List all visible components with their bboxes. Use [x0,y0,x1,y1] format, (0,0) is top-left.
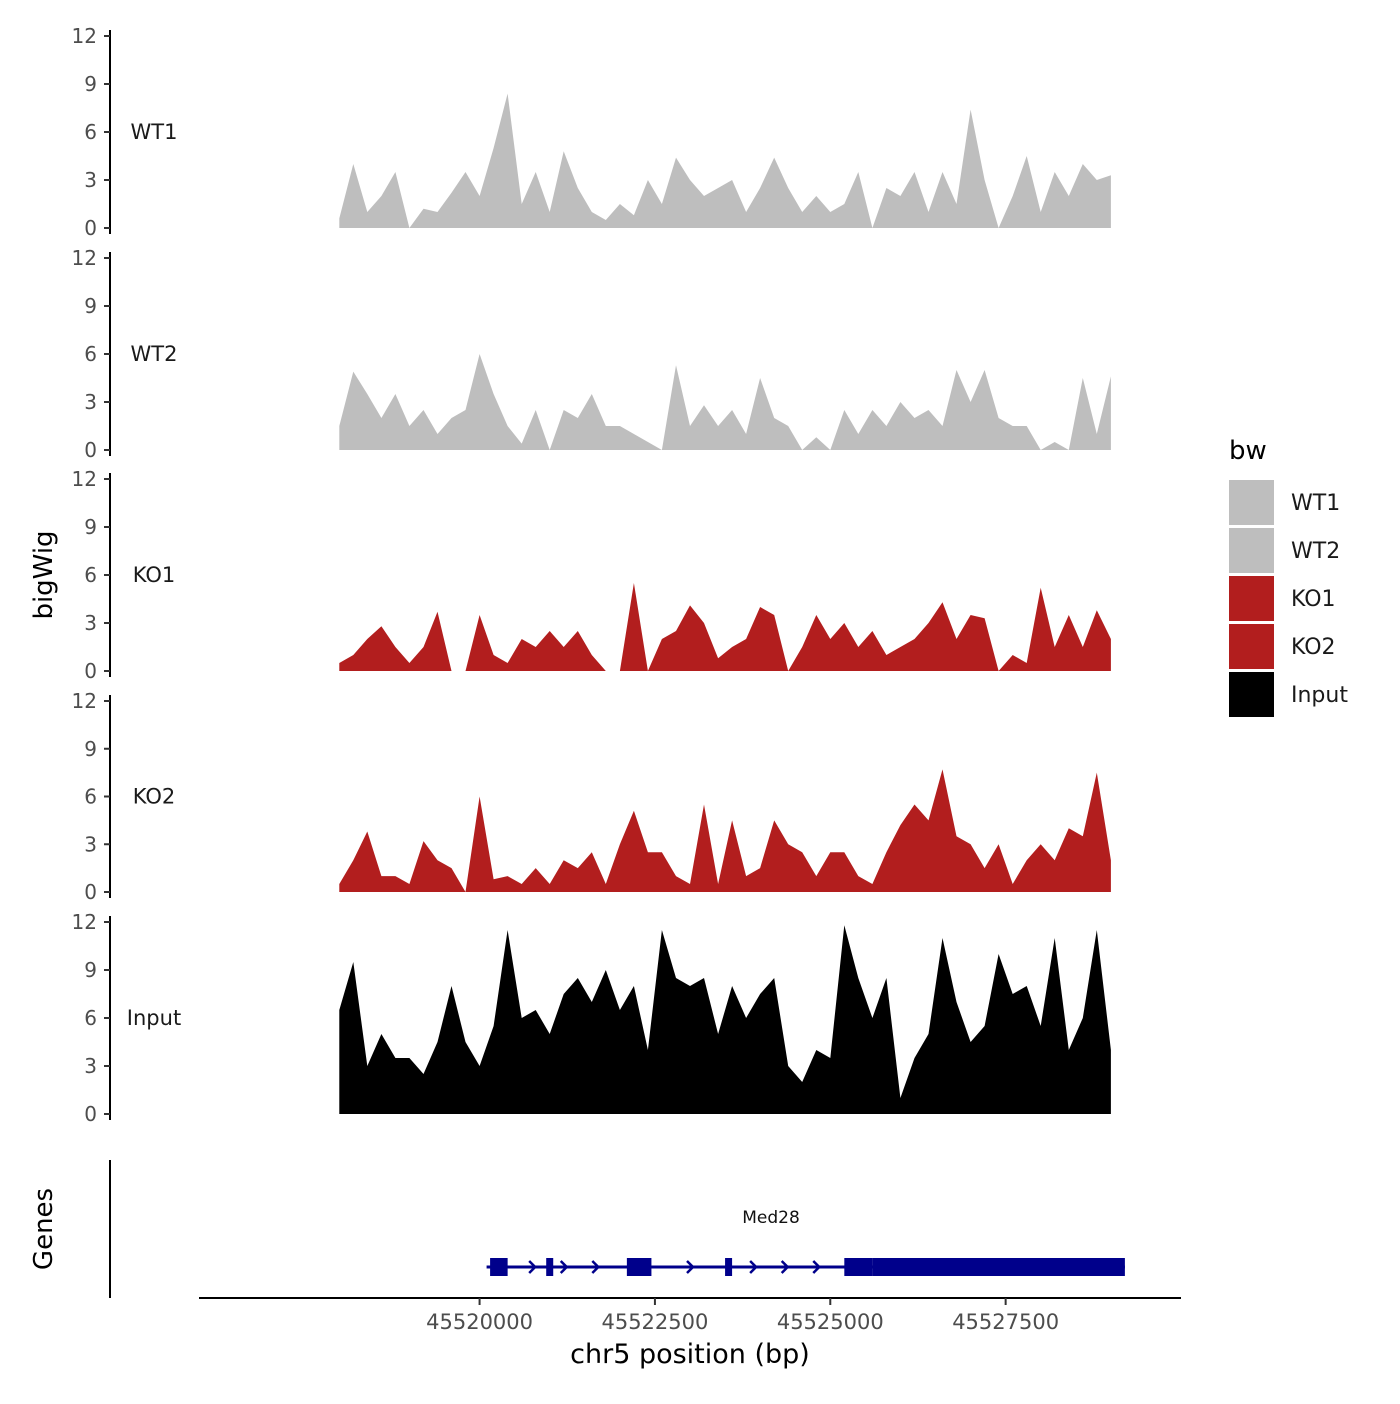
legend-swatch [1229,624,1274,669]
strand-arrow [591,1260,601,1274]
y-tick-label: 3 [84,832,97,856]
legend-swatch [1229,528,1274,573]
area-wt2 [339,354,1111,450]
y-tick-label: 6 [84,785,97,809]
legend-swatch [1229,480,1274,525]
y-tick-label: 12 [72,910,97,934]
gene-exon [490,1258,508,1276]
y-tick-label: 9 [84,72,97,96]
x-axis-title: chr5 position (bp) [570,1339,810,1370]
gene-model [486,1258,1125,1276]
track-wt1: 0 3 6 9 12 WT1 [72,24,1111,240]
y-tick-label: 6 [84,563,97,587]
legend-title: bw [1229,436,1267,466]
gene-name-label: Med28 [742,1208,800,1228]
strand-arrow [749,1260,758,1274]
gene-exon [725,1258,733,1276]
y-tick-label: 9 [84,515,97,539]
genes-axis-label: Genes [29,1188,59,1270]
legend-label: WT2 [1291,539,1340,564]
y-tick-label: 0 [84,1102,97,1126]
legend-label: KO2 [1291,635,1336,660]
track-ko2: 0 3 6 9 12 KO2 [72,689,1111,904]
y-tick-label: 12 [72,467,97,491]
legend-label: Input [1291,683,1348,708]
y-tick-label: 0 [84,659,97,683]
y-tick-label: 0 [84,216,97,240]
legend: bw WT1 WT2 KO1 KO2 Input [1229,436,1348,717]
area-input [339,925,1111,1114]
y-axis-title: bigWig [29,530,59,619]
x-axis: 45520000 45522500 45525000 45527500 [199,1297,1181,1334]
strand-arrow [780,1260,790,1274]
y-tick-label: 0 [84,438,97,462]
legend-item-input: Input [1229,672,1348,717]
gene-exon [546,1258,554,1276]
track-label-wt2: WT2 [131,342,178,366]
track-label-ko1: KO1 [133,563,176,587]
x-tick-label: 45527500 [952,1310,1059,1334]
legend-item-ko2: KO2 [1229,624,1336,669]
y-tick-label: 3 [84,390,97,414]
area-ko2 [339,769,1111,892]
x-tick-label: 45520000 [426,1310,533,1334]
strand-arrow [528,1260,537,1274]
y-tick-label: 0 [84,880,97,904]
y-tick-label: 9 [84,958,97,982]
track-input: 0 3 6 9 12 Input [72,910,1111,1126]
strand-arrow [812,1260,822,1274]
x-tick-label: 45525000 [777,1310,884,1334]
track-ko1: 0 3 6 9 12 KO1 [72,467,1111,683]
y-tick-label: 6 [84,120,97,144]
area-wt1 [339,93,1111,228]
y-tick-label: 12 [72,246,97,270]
legend-swatch [1229,672,1274,717]
strand-arrow [559,1260,569,1274]
y-tick-label: 9 [84,737,97,761]
track-wt2: 0 3 6 9 12 WT2 [72,246,1111,462]
area-ko1 [339,583,1111,671]
y-tick-label: 3 [84,1054,97,1078]
legend-item-wt1: WT1 [1229,480,1340,525]
track-label-wt1: WT1 [131,120,178,144]
gene-exon [626,1258,652,1276]
track-label-ko2: KO2 [133,785,176,809]
y-tick-label: 3 [84,168,97,192]
legend-label: WT1 [1291,491,1340,516]
legend-label: KO1 [1291,587,1336,612]
y-tick-label: 3 [84,611,97,635]
legend-item-wt2: WT2 [1229,528,1340,573]
genes-panel: Genes Med28 [29,1160,1125,1298]
legend-item-ko1: KO1 [1229,576,1336,621]
y-tick-label: 12 [72,689,97,713]
y-tick-label: 9 [84,294,97,318]
y-tick-label: 12 [72,24,97,48]
gene-exon [844,1258,873,1276]
legend-swatch [1229,576,1274,621]
y-tick-label: 6 [84,1006,97,1030]
track-panels: 0 3 6 9 12 WT1 0 3 6 9 12 WT2 0 3 6 9 12 KO1 0 3 6 9 12 KO2 0 3 6 9… [72,24,1111,1126]
y-tick-label: 6 [84,342,97,366]
x-tick-label: 45522500 [601,1310,708,1334]
track-label-input: Input [127,1006,181,1030]
gene-exon [872,1258,1125,1276]
strand-arrow [686,1260,695,1274]
